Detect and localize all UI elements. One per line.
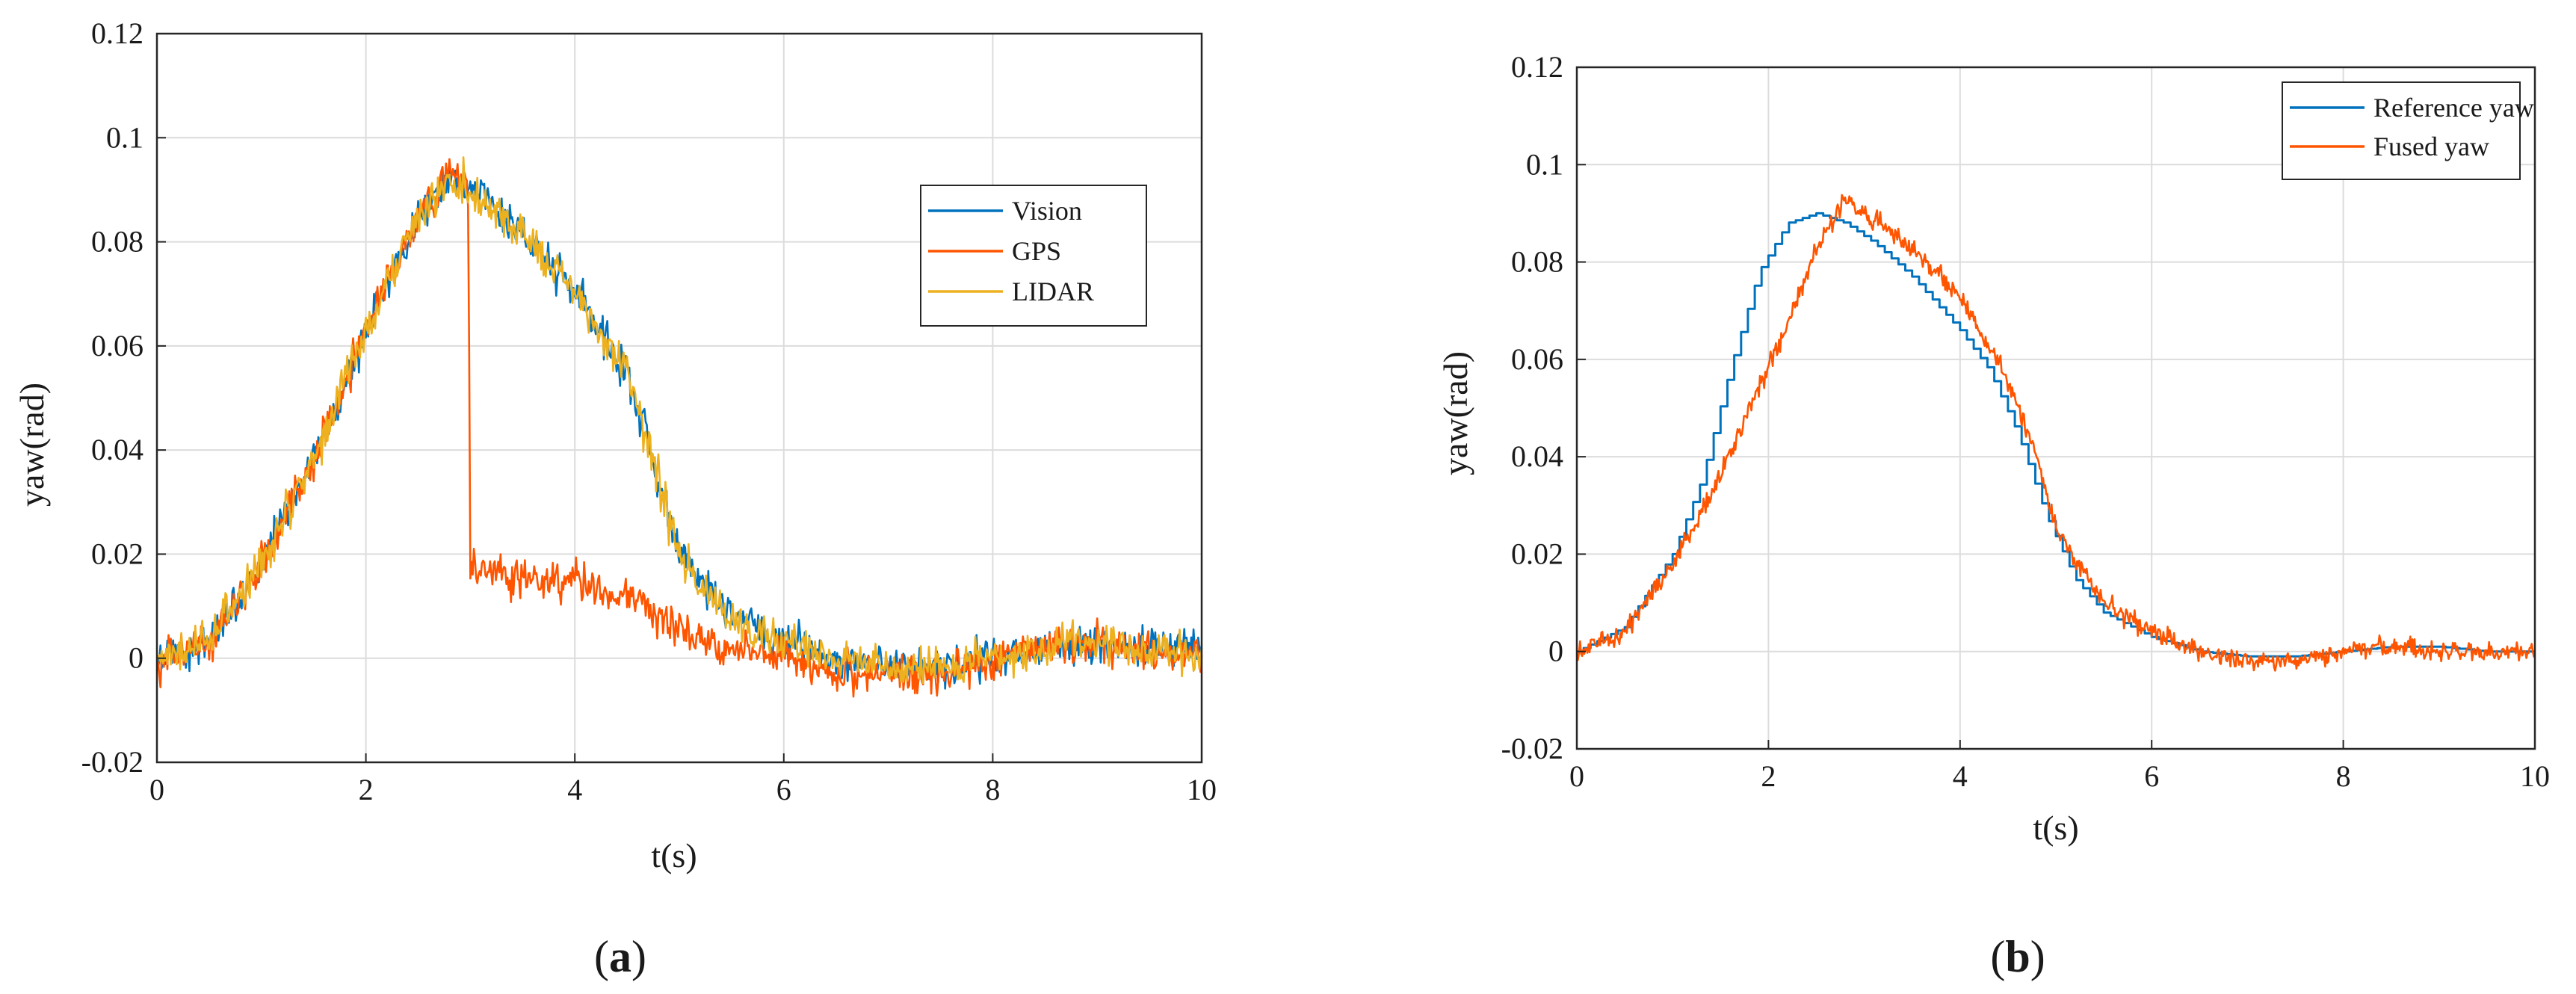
x-tick-label: 8 <box>2336 759 2351 793</box>
panel-label-a-letter: a <box>609 932 631 981</box>
x-tick-label: 6 <box>776 773 791 806</box>
series-line-fused-yaw <box>1575 194 2536 672</box>
x-tick-label: 4 <box>567 773 582 806</box>
legend-label: Vision <box>1012 196 1082 226</box>
x-tick-label: 2 <box>359 773 374 806</box>
y-tick-label: 0.04 <box>91 433 143 466</box>
x-tick-label: 10 <box>2520 759 2550 793</box>
y-tick-label: 0.12 <box>91 16 143 50</box>
legend-box <box>920 185 1147 327</box>
series-layer-a <box>155 156 1203 698</box>
y-tick-label: -0.02 <box>1501 732 1563 765</box>
y-tick-label: 0.08 <box>91 225 143 259</box>
x-tick-label: 0 <box>149 773 164 806</box>
y-tick-label: 0.06 <box>1511 342 1563 376</box>
panel-label-a: (a) <box>594 932 646 981</box>
y-tick-label: 0 <box>1548 635 1563 668</box>
y-axis-title-b: yaw(rad) <box>1436 351 1474 475</box>
y-tick-label: 0 <box>129 641 143 675</box>
x-tick-label: 4 <box>1953 759 1968 793</box>
x-axis-title-a: t(s) <box>651 836 696 874</box>
x-tick-label: 0 <box>1569 759 1584 793</box>
plot-frame-b <box>1575 66 2536 750</box>
legend-label: LIDAR <box>1012 277 1094 306</box>
x-tick-label: 10 <box>1187 773 1217 806</box>
legend-a: Vision GPS LIDAR <box>920 185 1147 327</box>
x-axis-title-b: t(s) <box>2033 809 2078 847</box>
panel-label-b-letter: b <box>2005 932 2030 981</box>
y-tick-label: -0.02 <box>81 745 143 779</box>
x-tick-label: 6 <box>2144 759 2159 793</box>
y-tick-label: 0.06 <box>91 329 143 362</box>
y-axis-title-a: yaw(rad) <box>13 383 51 507</box>
plot-frame-a <box>155 32 1203 764</box>
legend-label: Fused yaw <box>2373 132 2489 161</box>
y-tick-label: 0.02 <box>1511 537 1563 570</box>
y-tick-label: 0.12 <box>1511 50 1563 84</box>
y-tick-label: 0.02 <box>91 537 143 570</box>
series-line-lidar <box>155 156 1203 685</box>
x-tick-label: 2 <box>1761 759 1776 793</box>
series-layer-b <box>1575 194 2536 672</box>
panel-label-b: (b) <box>1990 932 2045 981</box>
x-tick-label: 8 <box>985 773 1000 806</box>
y-tick-label: 0.1 <box>1526 147 1563 181</box>
legend-box <box>2282 81 2521 180</box>
legend-b: Reference yaw Fused yaw <box>2282 81 2534 180</box>
y-tick-label: 0.08 <box>1511 245 1563 279</box>
y-tick-label: 0.04 <box>1511 439 1563 473</box>
legend-label: Reference yaw <box>2373 93 2534 123</box>
y-tick-label: 0.1 <box>106 120 143 154</box>
legend-label: GPS <box>1012 236 1061 266</box>
